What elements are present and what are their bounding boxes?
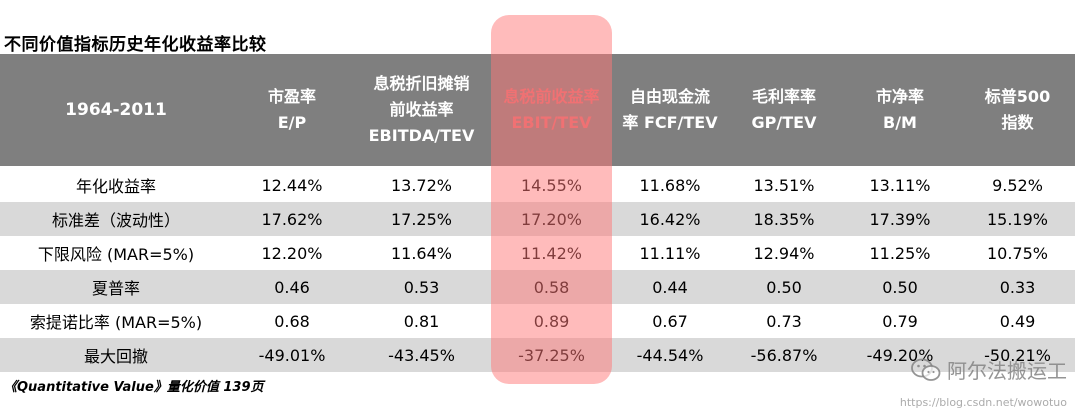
table-cell: 13.11% <box>869 175 931 195</box>
header-col-fcf: 自由现金流 率 FCF/TEV <box>622 87 718 132</box>
table-cell: 13.72% <box>390 175 452 195</box>
table-header: 1964-2011 市盈率 E/P 息税折旧摊销 前收益率 EBITDA/TEV… <box>0 54 1075 166</box>
table-cell: 17.39% <box>869 209 931 229</box>
watermark-text: 阿尔法搬运工 <box>947 359 1067 383</box>
table-row: 下限风险 (MAR=5%) 12.20% 11.64% 11.42% 11.11… <box>0 236 1075 270</box>
table-cell: 0.53 <box>403 277 440 297</box>
watermark: 阿尔法搬运工 <box>911 355 1067 384</box>
table-cell: 14.55% <box>520 175 582 195</box>
header-col-ebitda: 息税折旧摊销 前收益率 EBITDA/TEV <box>368 74 475 145</box>
table-cell: 13.51% <box>753 175 815 195</box>
header-col-bm: 市净率 B/M <box>875 87 924 132</box>
header-col-ep: 市盈率 E/P <box>267 87 316 132</box>
table-cell: 0.81 <box>403 311 440 331</box>
table-cell: 11.25% <box>869 243 931 263</box>
header-col-gp: 毛利率率 GP/TEV <box>751 87 817 132</box>
table-cell: 0.67 <box>652 311 688 331</box>
watermark-url: https://blog.csdn.net/wowotuo <box>899 396 1067 409</box>
source-citation: 《Quantitative Value》量化价值 139页 <box>4 380 264 395</box>
row-label: 下限风险 (MAR=5%) <box>37 245 195 264</box>
row-label: 索提诺比率 (MAR=5%) <box>29 313 203 332</box>
table-cell: 17.20% <box>520 209 582 229</box>
table-cell: 0.58 <box>533 277 570 297</box>
table-cell: 12.20% <box>261 243 323 263</box>
header-col-ebit: 息税前收益率 EBIT/TEV <box>503 87 600 132</box>
table-cell: 18.35% <box>753 209 815 229</box>
table-cell: 0.33 <box>999 277 1036 297</box>
table-cell: 17.62% <box>261 209 323 229</box>
table-cell: 11.68% <box>639 175 701 195</box>
table-cell: -43.45% <box>388 345 455 365</box>
table-row: 标准差（波动性） 17.62% 17.25% 17.20% 16.42% 18.… <box>0 202 1075 236</box>
table-cell: 12.44% <box>261 175 323 195</box>
table-cell: 0.50 <box>766 277 802 297</box>
table-cell: 9.52% <box>992 175 1043 195</box>
table-cell: 16.42% <box>639 209 701 229</box>
table-cell: 0.73 <box>766 311 802 331</box>
table-row: 索提诺比率 (MAR=5%) 0.68 0.81 0.89 0.67 0.73 … <box>0 304 1075 338</box>
table-cell: -56.87% <box>750 345 818 365</box>
table-cell: -37.25% <box>518 345 585 365</box>
header-period: 1964-2011 <box>65 100 167 120</box>
row-label: 标准差（波动性） <box>51 211 180 230</box>
table-cell: 11.64% <box>390 243 452 263</box>
table-cell: 0.46 <box>274 277 310 297</box>
header-col-sp500: 标普500 指数 <box>984 87 1051 132</box>
page-title: 不同价值指标历史年化收益率比较 <box>4 35 267 55</box>
row-label: 年化收益率 <box>75 177 156 196</box>
table-cell: 0.50 <box>882 277 918 297</box>
table-cell: 12.94% <box>753 243 815 263</box>
table-cell: 15.19% <box>986 209 1048 229</box>
table-cell: -44.54% <box>636 345 704 365</box>
table-cell: 11.42% <box>520 243 582 263</box>
table-cell: 0.79 <box>882 311 918 331</box>
table-cell: -50.21% <box>984 345 1051 365</box>
table-cell: 17.25% <box>390 209 452 229</box>
table-cell: 0.89 <box>533 311 570 331</box>
table-row: 夏普率 0.46 0.53 0.58 0.44 0.50 0.50 0.33 <box>0 270 1075 304</box>
table-cell: 10.75% <box>986 243 1048 263</box>
wechat-icon <box>911 358 941 381</box>
table-cell: 11.11% <box>639 243 701 263</box>
table-cell: -49.01% <box>258 345 326 365</box>
row-label: 最大回撤 <box>83 347 148 366</box>
table-row: 年化收益率 12.44% 13.72% 14.55% 11.68% 13.51%… <box>0 168 1075 202</box>
row-label: 夏普率 <box>91 279 140 298</box>
table-cell: 0.68 <box>274 311 310 331</box>
table-cell: 0.44 <box>652 277 688 297</box>
table-cell: 0.49 <box>999 311 1036 331</box>
